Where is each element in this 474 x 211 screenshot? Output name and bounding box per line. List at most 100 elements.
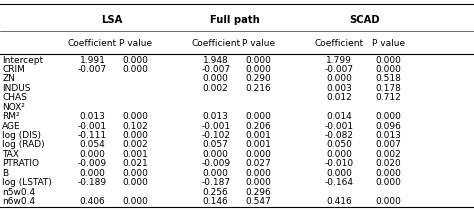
Text: 0.002: 0.002 bbox=[122, 141, 148, 150]
Text: -0.164: -0.164 bbox=[324, 178, 354, 187]
Text: 0.416: 0.416 bbox=[326, 197, 352, 206]
Text: 0.000: 0.000 bbox=[376, 197, 401, 206]
Text: 0.206: 0.206 bbox=[246, 122, 271, 131]
Text: RM²: RM² bbox=[2, 112, 20, 121]
Text: AGE: AGE bbox=[2, 122, 21, 131]
Text: 0.000: 0.000 bbox=[326, 169, 352, 178]
Text: 1.799: 1.799 bbox=[326, 56, 352, 65]
Text: log (LSTAT): log (LSTAT) bbox=[2, 178, 52, 187]
Text: 0.000: 0.000 bbox=[122, 112, 148, 121]
Text: 0.000: 0.000 bbox=[246, 169, 271, 178]
Text: 0.003: 0.003 bbox=[326, 84, 352, 93]
Text: -0.111: -0.111 bbox=[78, 131, 107, 140]
Text: -0.001: -0.001 bbox=[324, 122, 354, 131]
Text: CRIM: CRIM bbox=[2, 65, 25, 74]
Text: 0.712: 0.712 bbox=[376, 93, 401, 102]
Text: 0.012: 0.012 bbox=[326, 93, 352, 102]
Text: 0.000: 0.000 bbox=[122, 197, 148, 206]
Text: 0.216: 0.216 bbox=[246, 84, 271, 93]
Text: CHAS: CHAS bbox=[2, 93, 27, 102]
Text: 0.547: 0.547 bbox=[246, 197, 271, 206]
Text: 0.000: 0.000 bbox=[122, 178, 148, 187]
Text: log (DIS): log (DIS) bbox=[2, 131, 41, 140]
Text: P value: P value bbox=[118, 39, 152, 48]
Text: 0.000: 0.000 bbox=[246, 56, 271, 65]
Text: 0.000: 0.000 bbox=[122, 131, 148, 140]
Text: 0.256: 0.256 bbox=[203, 188, 228, 197]
Text: 0.178: 0.178 bbox=[376, 84, 401, 93]
Text: 0.013: 0.013 bbox=[80, 112, 105, 121]
Text: 0.000: 0.000 bbox=[246, 178, 271, 187]
Text: 0.000: 0.000 bbox=[246, 150, 271, 159]
Text: TAX: TAX bbox=[2, 150, 19, 159]
Text: 0.000: 0.000 bbox=[80, 169, 105, 178]
Text: INDUS: INDUS bbox=[2, 84, 31, 93]
Text: 0.290: 0.290 bbox=[246, 74, 271, 84]
Text: -0.009: -0.009 bbox=[201, 159, 230, 168]
Text: 0.020: 0.020 bbox=[376, 159, 401, 168]
Text: P value: P value bbox=[242, 39, 275, 48]
Text: 0.001: 0.001 bbox=[246, 131, 271, 140]
Text: -0.010: -0.010 bbox=[324, 159, 354, 168]
Text: Coefficient: Coefficient bbox=[314, 39, 364, 48]
Text: 0.000: 0.000 bbox=[376, 112, 401, 121]
Text: 0.296: 0.296 bbox=[246, 188, 271, 197]
Text: 0.027: 0.027 bbox=[246, 159, 271, 168]
Text: -0.007: -0.007 bbox=[201, 65, 230, 74]
Text: -0.187: -0.187 bbox=[201, 178, 230, 187]
Text: 0.054: 0.054 bbox=[80, 141, 105, 150]
Text: 0.518: 0.518 bbox=[376, 74, 401, 84]
Text: -0.007: -0.007 bbox=[78, 65, 107, 74]
Text: 0.000: 0.000 bbox=[326, 74, 352, 84]
Text: 0.007: 0.007 bbox=[376, 141, 401, 150]
Text: 0.021: 0.021 bbox=[122, 159, 148, 168]
Text: 0.013: 0.013 bbox=[376, 131, 401, 140]
Text: -0.007: -0.007 bbox=[324, 65, 354, 74]
Text: NOX²: NOX² bbox=[2, 103, 25, 112]
Text: -0.009: -0.009 bbox=[78, 159, 107, 168]
Text: n6w0.4: n6w0.4 bbox=[2, 197, 36, 206]
Text: ZN: ZN bbox=[2, 74, 15, 84]
Text: 0.000: 0.000 bbox=[376, 178, 401, 187]
Text: 0.000: 0.000 bbox=[80, 150, 105, 159]
Text: 0.000: 0.000 bbox=[326, 150, 352, 159]
Text: 0.000: 0.000 bbox=[122, 56, 148, 65]
Text: -0.001: -0.001 bbox=[201, 122, 230, 131]
Text: 1.991: 1.991 bbox=[80, 56, 105, 65]
Text: Coefficient: Coefficient bbox=[68, 39, 117, 48]
Text: PTRATIO: PTRATIO bbox=[2, 159, 39, 168]
Text: 0.001: 0.001 bbox=[246, 141, 271, 150]
Text: n5w0.4: n5w0.4 bbox=[2, 188, 36, 197]
Text: 0.000: 0.000 bbox=[203, 169, 228, 178]
Text: 0.057: 0.057 bbox=[203, 141, 228, 150]
Text: 0.000: 0.000 bbox=[376, 65, 401, 74]
Text: 0.014: 0.014 bbox=[326, 112, 352, 121]
Text: 0.013: 0.013 bbox=[203, 112, 228, 121]
Text: log (RAD): log (RAD) bbox=[2, 141, 45, 150]
Text: 0.146: 0.146 bbox=[203, 197, 228, 206]
Text: B: B bbox=[2, 169, 9, 178]
Text: 0.000: 0.000 bbox=[203, 150, 228, 159]
Text: 0.000: 0.000 bbox=[376, 56, 401, 65]
Text: 0.096: 0.096 bbox=[376, 122, 401, 131]
Text: -0.082: -0.082 bbox=[324, 131, 354, 140]
Text: Intercept: Intercept bbox=[2, 56, 44, 65]
Text: Full path: Full path bbox=[210, 15, 259, 25]
Text: 0.000: 0.000 bbox=[203, 74, 228, 84]
Text: 0.001: 0.001 bbox=[122, 150, 148, 159]
Text: 1.948: 1.948 bbox=[203, 56, 228, 65]
Text: 0.000: 0.000 bbox=[246, 112, 271, 121]
Text: -0.102: -0.102 bbox=[201, 131, 230, 140]
Text: 0.002: 0.002 bbox=[376, 150, 401, 159]
Text: 0.050: 0.050 bbox=[326, 141, 352, 150]
Text: 0.000: 0.000 bbox=[122, 65, 148, 74]
Text: 0.002: 0.002 bbox=[203, 84, 228, 93]
Text: -0.189: -0.189 bbox=[78, 178, 107, 187]
Text: LSA: LSA bbox=[100, 15, 122, 25]
Text: 0.406: 0.406 bbox=[80, 197, 105, 206]
Text: SCAD: SCAD bbox=[350, 15, 380, 25]
Text: 0.000: 0.000 bbox=[246, 65, 271, 74]
Text: Coefficient: Coefficient bbox=[191, 39, 240, 48]
Text: 0.000: 0.000 bbox=[376, 169, 401, 178]
Text: P value: P value bbox=[372, 39, 405, 48]
